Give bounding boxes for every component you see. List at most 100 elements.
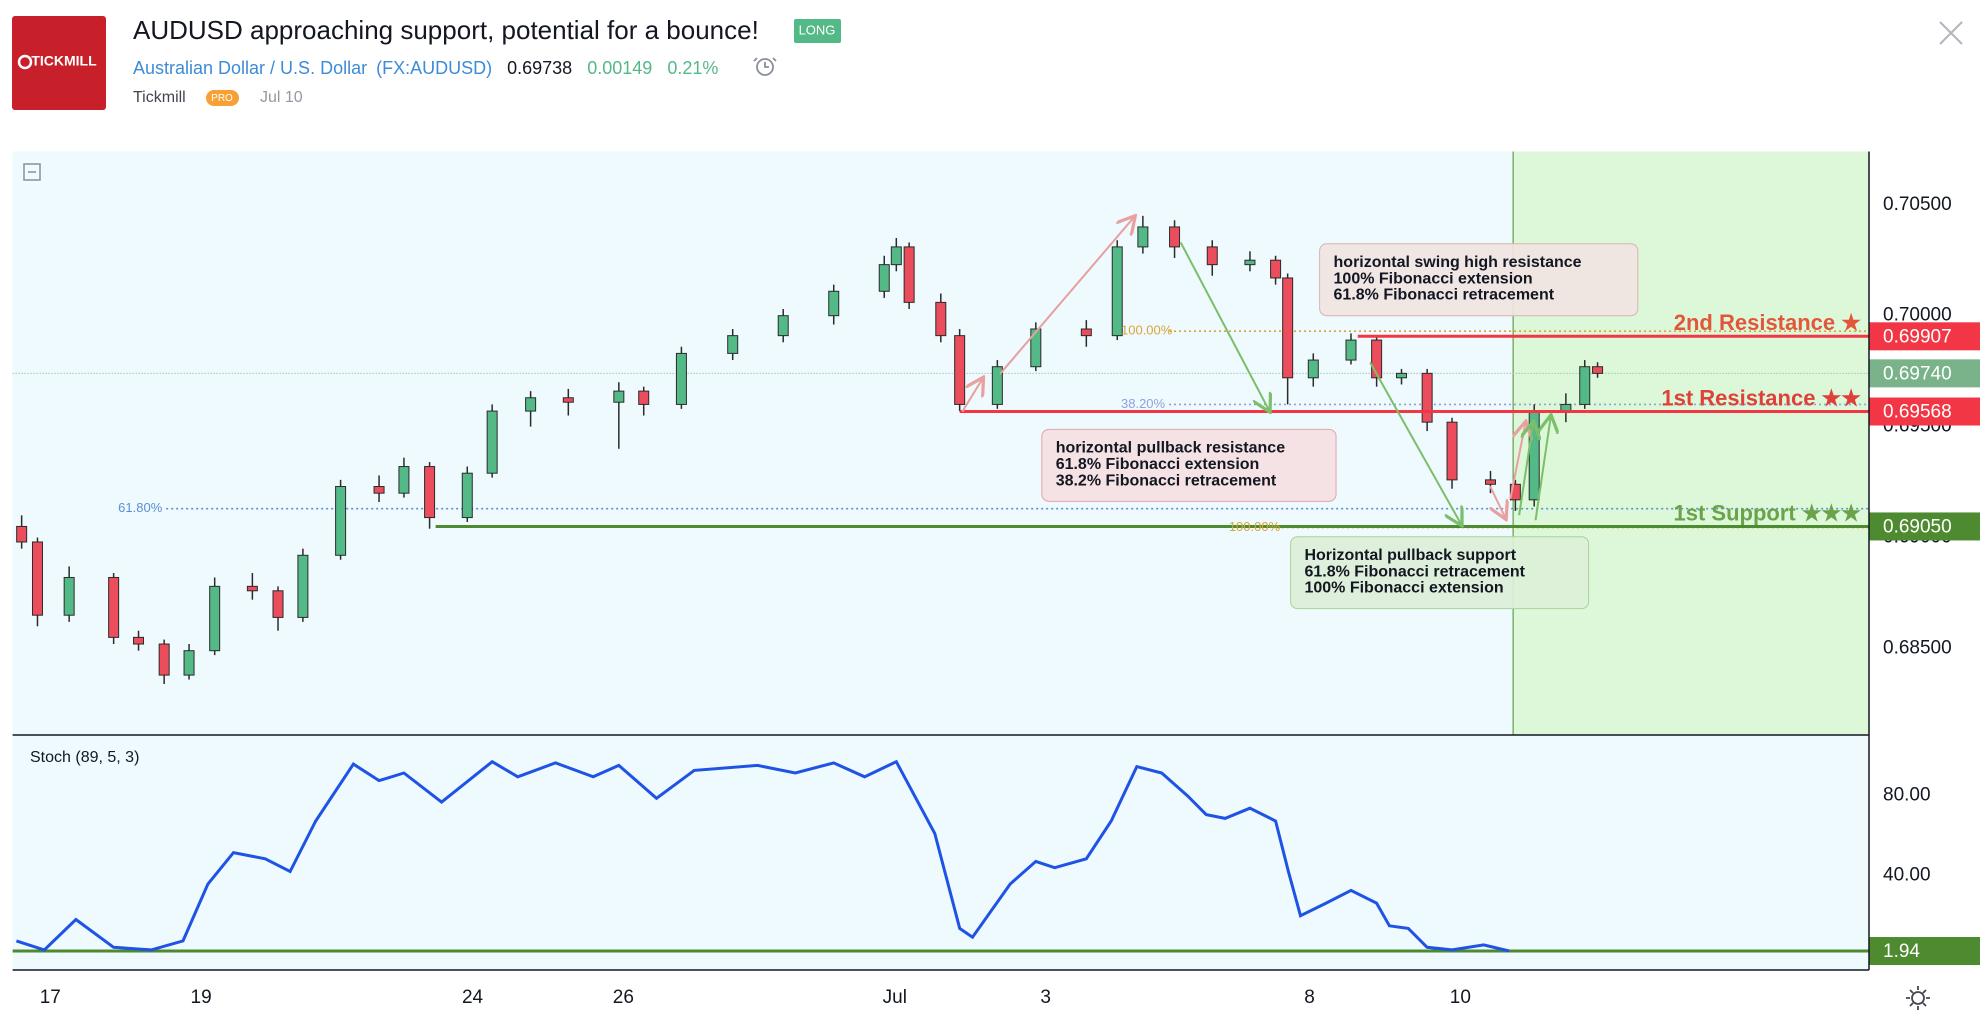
fib-label: 100.00% [1229,519,1281,534]
candle-body [1169,226,1181,248]
candle-body [954,335,966,405]
price-label-box [1869,397,1980,426]
x-tick-label: 3 [1040,987,1051,1008]
price-label: 0.69050 [1883,516,1952,537]
candle-body [1282,277,1294,379]
annotation-text: horizontal swing high resistance [1334,254,1582,271]
front-layer: 61.80% 38.20% 100.00% 100.00% 2nd Resistance… [40,194,1980,1008]
candle-body [1111,246,1123,337]
price-label-box [1869,512,1980,541]
x-tick-label: 26 [613,987,634,1008]
price: 0.69738 [507,58,572,78]
candle-body [486,410,498,474]
candle-body [727,335,739,354]
candle-body [424,466,436,519]
candle-body [1307,359,1319,379]
candle-body [1446,421,1458,481]
candle-body [133,636,145,645]
instrument: Australian Dollar / U.S. Dollar [133,58,367,78]
x-tick-label: 8 [1304,987,1315,1008]
symbol-line: Australian Dollar / U.S. Dollar (FX:AUDU… [133,58,718,78]
marks-layer [12,215,1869,953]
candle-body [675,352,687,405]
arrows [961,217,1550,524]
logo [12,16,106,110]
fib-label: 61.80% [118,500,163,515]
candle-body [525,397,537,412]
candle-body [461,472,473,519]
price-label: 0.69907 [1883,326,1952,347]
settings-icon[interactable] [1906,986,1930,1010]
candle-body [398,466,410,494]
fib-label: 38.20% [1121,396,1166,411]
candle-body [31,541,43,616]
logo-text: TICKMILL [31,53,97,69]
y-tick-label: 0.68500 [1883,637,1952,658]
candle-body [373,486,385,494]
y-tick-label: 40.00 [1883,864,1931,885]
candle-body [1244,259,1256,266]
logo-icon [17,54,33,70]
stoch-line [15,759,1510,953]
annotation-box [1290,536,1590,610]
level-name: 1st Support ★★★ [1673,500,1861,525]
candle-body [183,650,195,676]
candle-body [63,576,75,616]
candle-body [158,643,170,676]
candle-body [209,585,221,652]
pro-badge [206,90,239,106]
price-label: 1.94 [1883,941,1920,962]
candle-body [1484,479,1496,485]
candle-body [108,576,120,638]
candle-body [890,246,902,266]
annotation-text: 61.8% Fibonacci retracement [1304,563,1525,580]
candle-body [1528,410,1540,501]
badge-text: LONG [799,22,836,37]
annotation-text: horizontal pullback resistance [1056,440,1286,457]
candle-body [297,554,309,618]
candle-body [16,525,28,543]
candle-body [1270,259,1282,279]
collapse-button[interactable] [23,163,41,181]
price-label: 0.69568 [1883,402,1952,423]
candle-body [1030,328,1042,368]
idea-title: AUDUSD approaching support, potential fo… [133,15,759,45]
candle-body [1421,372,1433,423]
highlight-zone [1513,151,1869,735]
badge [794,19,841,43]
x-tick-label: 17 [40,987,61,1008]
annotation-text: 38.2% Fibonacci retracement [1056,472,1277,489]
price-label: 0.69740 [1883,363,1952,384]
candle-body [1080,328,1092,337]
candle-body [1579,366,1591,405]
y-tick-label: 0.70500 [1883,194,1952,215]
candle-body [335,486,347,556]
candle-body [1371,339,1383,379]
x-tick-label: 19 [191,987,212,1008]
candle-body [272,590,284,618]
annotation-text: Horizontal pullback support [1304,547,1516,564]
symbol: (FX:AUDUSD) [376,58,492,78]
fib-label: 100.00% [1121,323,1173,338]
x-tick-label: 10 [1450,987,1471,1008]
close-button[interactable] [1939,21,1963,45]
price-label-box [1869,937,1980,966]
candle-body [991,366,1003,405]
alarm-icon[interactable] [753,57,777,76]
change-pct: 0.21% [667,58,718,78]
candle-body [777,315,789,337]
candle-body [562,397,574,403]
annotation-box [1319,243,1639,317]
annotation-text: 61.8% Fibonacci extension [1056,456,1260,473]
annotation-box [1041,428,1337,502]
candle-body [1509,483,1521,501]
change: 0.00149 [587,58,652,78]
author[interactable]: Tickmill [133,89,186,106]
level-name: 1st Resistance ★★ [1661,385,1861,410]
price-label-box [1869,322,1980,351]
candle-body [1137,226,1149,248]
annotation-text: 100% Fibonacci extension [1304,580,1503,597]
candle-body [878,264,890,292]
